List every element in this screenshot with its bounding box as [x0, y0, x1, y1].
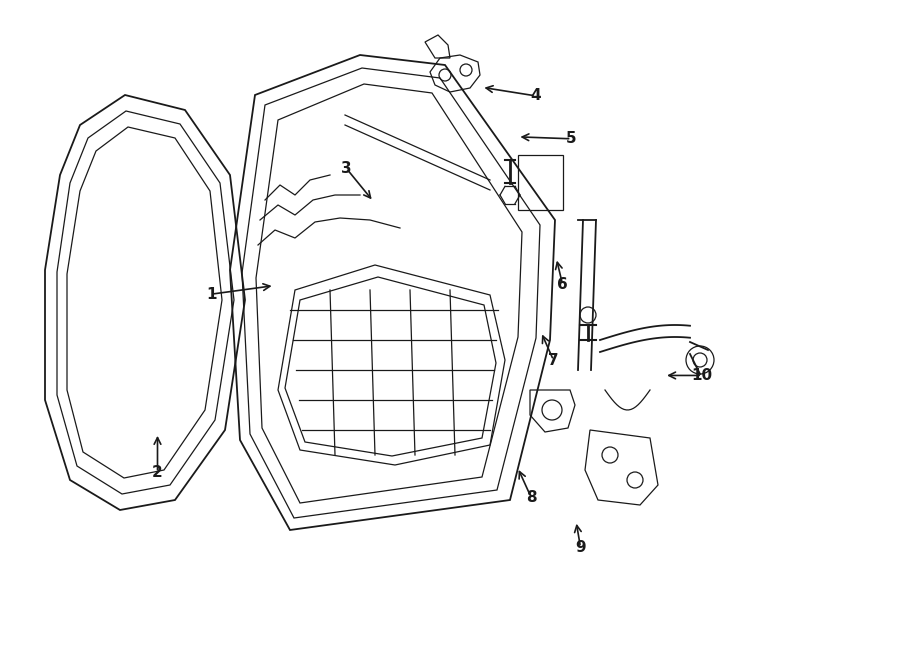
Text: 9: 9	[575, 540, 586, 555]
Text: 8: 8	[526, 490, 536, 504]
Text: 2: 2	[152, 465, 163, 480]
Text: 4: 4	[530, 89, 541, 103]
Bar	[518, 155, 563, 210]
Text: 7: 7	[548, 353, 559, 368]
Text: 10: 10	[691, 368, 713, 383]
Text: 5: 5	[566, 132, 577, 146]
Text: 1: 1	[206, 287, 217, 301]
Text: 3: 3	[341, 161, 352, 176]
Text: 6: 6	[557, 277, 568, 292]
